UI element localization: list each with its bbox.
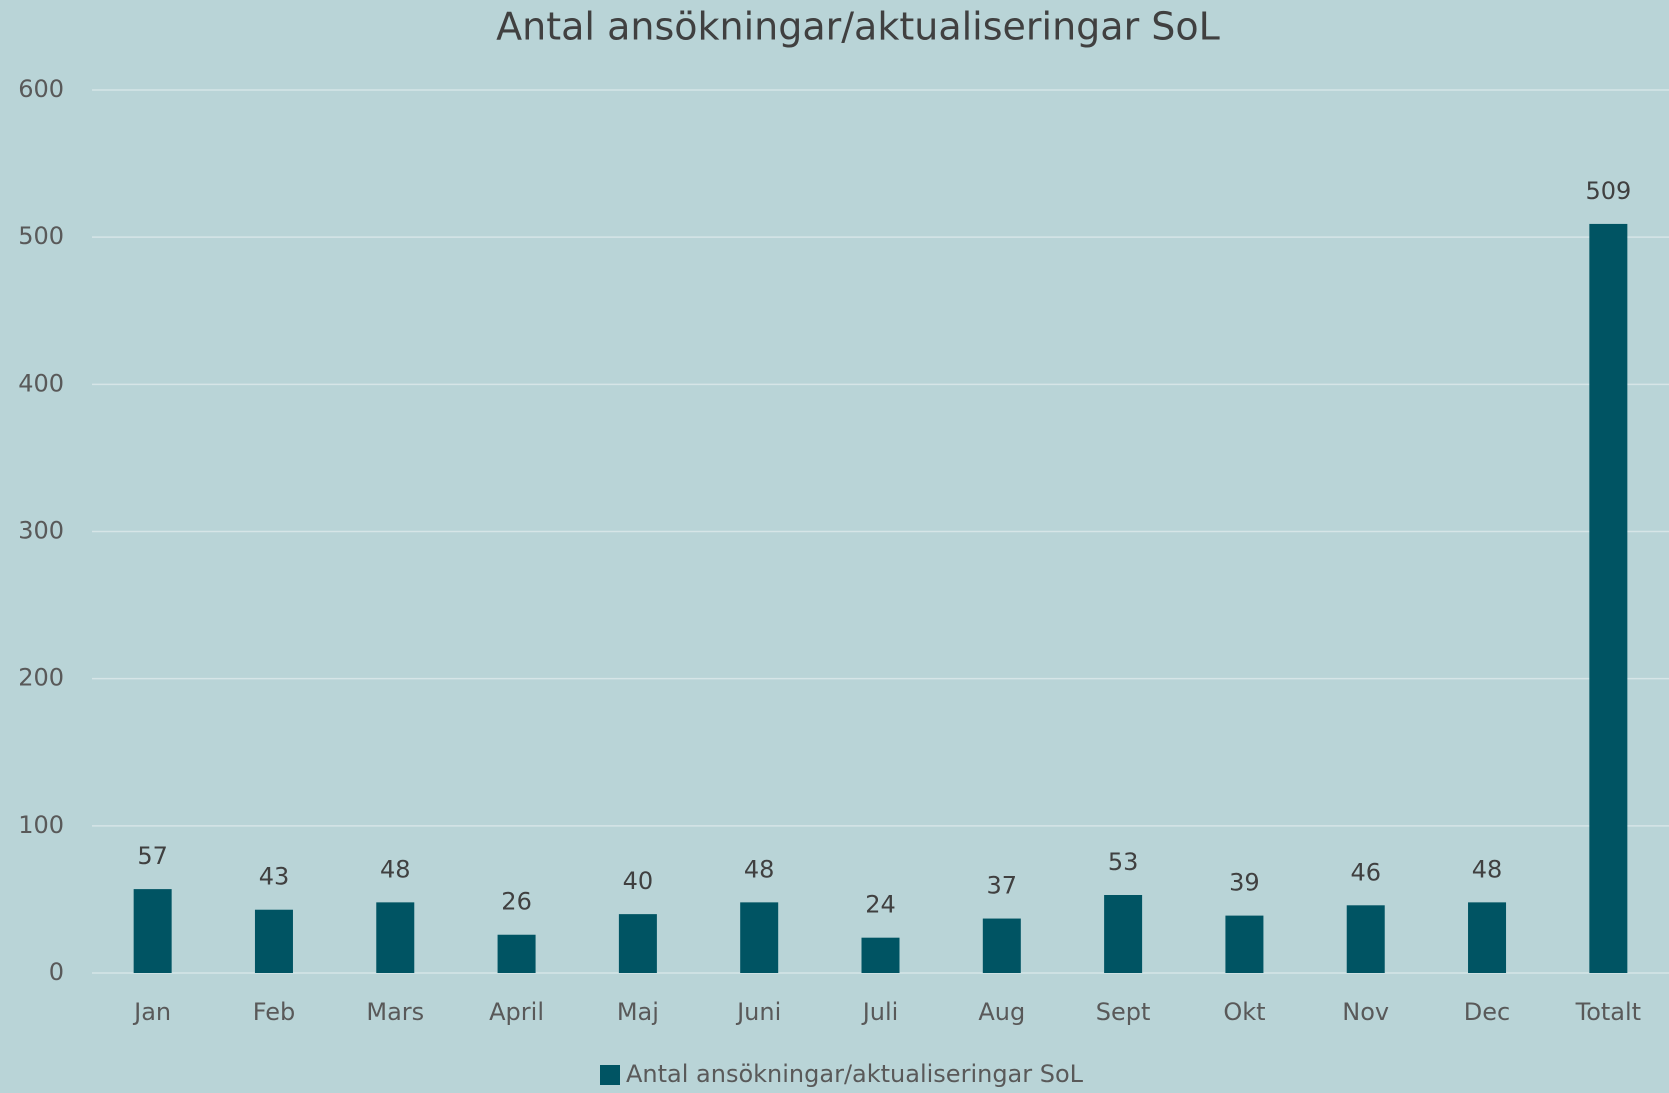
- data-label: 46: [1350, 858, 1381, 886]
- x-tick-label: Totalt: [1575, 998, 1641, 1026]
- data-label: 40: [623, 867, 654, 895]
- y-tick-label: 500: [18, 222, 64, 250]
- x-tick-label: Juni: [735, 998, 781, 1026]
- y-tick-label: 400: [18, 369, 64, 397]
- bar: [1104, 895, 1143, 973]
- x-tick-label: Maj: [617, 998, 659, 1026]
- x-tick-label: Mars: [366, 998, 424, 1026]
- x-tick-label: Sept: [1096, 998, 1151, 1026]
- y-tick-label: 0: [49, 958, 64, 986]
- bar: [1346, 905, 1385, 973]
- bar: [1468, 902, 1507, 973]
- x-tick-label: Dec: [1464, 998, 1510, 1026]
- legend-label: Antal ansökningar/aktualiseringar SoL: [626, 1060, 1084, 1088]
- data-label: 48: [744, 855, 775, 883]
- x-tick-label: Juli: [861, 998, 899, 1026]
- bar: [618, 914, 657, 973]
- x-tick-label: Jan: [132, 998, 171, 1026]
- x-tick-label: Nov: [1342, 998, 1389, 1026]
- bar: [982, 918, 1021, 973]
- bar: [740, 902, 779, 973]
- bar: [861, 937, 900, 973]
- data-label: 509: [1585, 177, 1631, 205]
- bar: [1225, 915, 1264, 973]
- legend-swatch: [600, 1065, 620, 1085]
- x-tick-label: Okt: [1223, 998, 1265, 1026]
- x-tick-label: Feb: [253, 998, 296, 1026]
- data-label: 48: [380, 855, 411, 883]
- bar: [254, 909, 293, 973]
- data-label: 39: [1229, 869, 1260, 897]
- y-tick-label: 200: [18, 664, 64, 692]
- data-label: 53: [1108, 848, 1139, 876]
- data-label: 26: [501, 888, 532, 916]
- bar: [133, 889, 172, 973]
- data-label: 24: [865, 891, 896, 919]
- x-tick-label: Aug: [978, 998, 1025, 1026]
- y-tick-label: 100: [18, 811, 64, 839]
- chart-title: Antal ansökningar/aktualiseringar SoL: [496, 5, 1220, 49]
- data-label: 43: [259, 863, 290, 891]
- y-tick-label: 300: [18, 517, 64, 545]
- bar: [376, 902, 415, 973]
- x-tick-label: April: [489, 998, 544, 1026]
- bar: [1589, 223, 1628, 974]
- bar: [497, 934, 536, 973]
- data-label: 48: [1472, 855, 1503, 883]
- y-tick-label: 600: [18, 75, 64, 103]
- data-label: 57: [137, 842, 168, 870]
- data-label: 37: [987, 872, 1018, 900]
